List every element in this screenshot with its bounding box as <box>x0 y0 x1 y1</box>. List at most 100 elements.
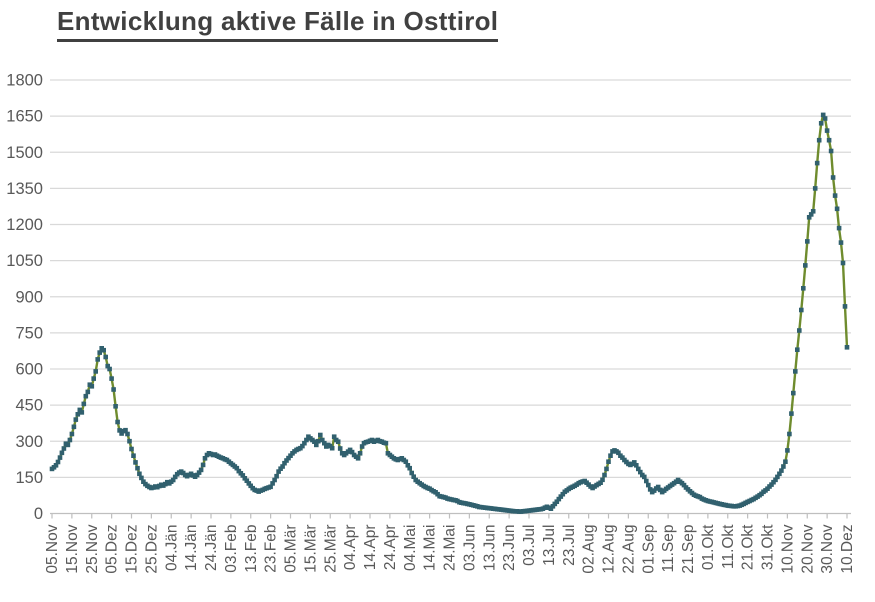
data-point-marker <box>787 431 792 437</box>
data-point-marker <box>616 450 621 456</box>
data-point-marker <box>320 437 325 443</box>
data-point-marker <box>83 393 89 399</box>
data-point-marker <box>331 434 337 439</box>
data-point-marker <box>836 225 842 231</box>
x-tick-label: 14.Apr <box>362 525 379 571</box>
data-point-marker <box>349 449 355 455</box>
data-point-marker <box>135 465 140 471</box>
data-point-marker <box>560 491 566 497</box>
data-point-marker <box>816 137 822 143</box>
data-point-marker <box>773 477 778 483</box>
data-point-marker <box>636 466 641 472</box>
x-tick-label: 14.Jän <box>183 525 200 572</box>
x-tick-label: 15.Nov <box>64 524 81 573</box>
data-point-marker <box>844 345 850 350</box>
y-tick-label: 1050 <box>6 252 43 270</box>
series-line <box>51 113 849 513</box>
data-point-marker <box>359 444 365 449</box>
data-point-marker <box>284 458 289 463</box>
data-point-marker <box>274 473 279 479</box>
data-point-marker <box>246 481 252 486</box>
data-point-marker <box>55 459 61 465</box>
data-point-marker <box>282 460 287 466</box>
x-tick-label: 01.Sep <box>640 525 657 574</box>
x-tick-label: 13.Jun <box>481 525 498 572</box>
data-point-marker <box>312 439 317 444</box>
data-point-marker <box>91 376 96 381</box>
data-point-marker <box>805 239 810 244</box>
x-tick-label: 05.Nov <box>44 524 61 573</box>
y-tick-label: 750 <box>15 324 43 342</box>
data-point-marker <box>202 456 208 461</box>
data-point-marker <box>357 451 363 456</box>
data-point-marker <box>337 446 343 451</box>
data-point-marker <box>820 112 826 118</box>
y-tick-label: 900 <box>15 288 43 306</box>
data-point-marker <box>125 431 130 437</box>
y-tick-label: 450 <box>15 397 43 415</box>
data-point-marker <box>314 442 319 448</box>
data-point-marker <box>77 407 83 413</box>
data-point-marker <box>115 419 120 425</box>
x-tick-label: 03.Feb <box>223 525 240 573</box>
data-point-marker <box>117 428 122 433</box>
x-tick-label: 25.Mär <box>322 525 339 573</box>
data-point-marker <box>806 215 812 220</box>
data-point-marker <box>548 506 554 511</box>
data-point-marker <box>107 366 112 372</box>
data-point-marker <box>234 465 240 471</box>
data-point-marker <box>840 260 846 266</box>
data-point-marker <box>240 473 246 478</box>
data-point-marker <box>771 479 776 485</box>
x-tick-label: 03.Jul <box>521 525 538 566</box>
data-point-marker <box>71 424 77 430</box>
x-tick-label: 05.Dez <box>104 525 121 574</box>
data-point-marker <box>97 350 102 355</box>
x-tick-label: 13.Jul <box>541 525 558 566</box>
data-point-marker <box>302 440 307 446</box>
data-point-marker <box>73 417 79 422</box>
data-point-marker <box>781 464 786 469</box>
data-point-marker <box>79 410 85 415</box>
data-point-marker <box>828 148 834 154</box>
data-point-marker <box>129 446 134 452</box>
data-point-marker <box>550 504 556 509</box>
data-point-marker <box>600 477 605 483</box>
data-point-marker <box>170 477 176 483</box>
data-point-marker <box>783 459 788 464</box>
data-point-marker <box>113 404 118 409</box>
x-tick-label: 21.Sep <box>680 525 697 574</box>
data-point-marker <box>93 369 98 374</box>
data-point-marker <box>638 469 643 475</box>
data-point-marker <box>810 209 816 214</box>
data-point-marker <box>276 469 281 474</box>
data-point-marker <box>632 460 637 465</box>
data-point-marker <box>65 442 71 448</box>
x-tick-label: 30.Nov <box>819 524 836 573</box>
x-tick-label: 22.Aug <box>620 525 637 574</box>
data-point-marker <box>69 431 75 437</box>
x-tick-label: 25.Nov <box>84 524 101 573</box>
x-tick-label: 03.Jun <box>461 525 478 572</box>
data-point-marker <box>655 484 661 490</box>
x-tick-label: 24.Jän <box>203 525 220 572</box>
data-point-marker <box>131 453 136 458</box>
data-point-marker <box>777 471 782 477</box>
data-point-marker <box>808 212 814 217</box>
data-point-marker <box>556 496 562 502</box>
data-point-marker <box>57 455 63 460</box>
x-tick-label: 25.Dez <box>143 525 160 574</box>
data-point-marker <box>61 446 67 451</box>
data-point-marker <box>598 480 603 485</box>
data-point-marker <box>101 347 106 353</box>
data-point-marker <box>834 206 840 212</box>
x-tick-label: 10.Nov <box>779 524 796 573</box>
y-tick-label: 1800 <box>6 72 43 90</box>
data-point-marker <box>779 468 784 473</box>
data-point-marker <box>642 474 647 480</box>
data-point-marker <box>119 431 124 436</box>
data-point-marker <box>785 448 790 453</box>
data-point-marker <box>67 437 73 443</box>
chart-title: Entwicklung aktive Fälle in Osttirol <box>57 6 499 42</box>
x-tick-label: 01.Okt <box>700 524 717 570</box>
